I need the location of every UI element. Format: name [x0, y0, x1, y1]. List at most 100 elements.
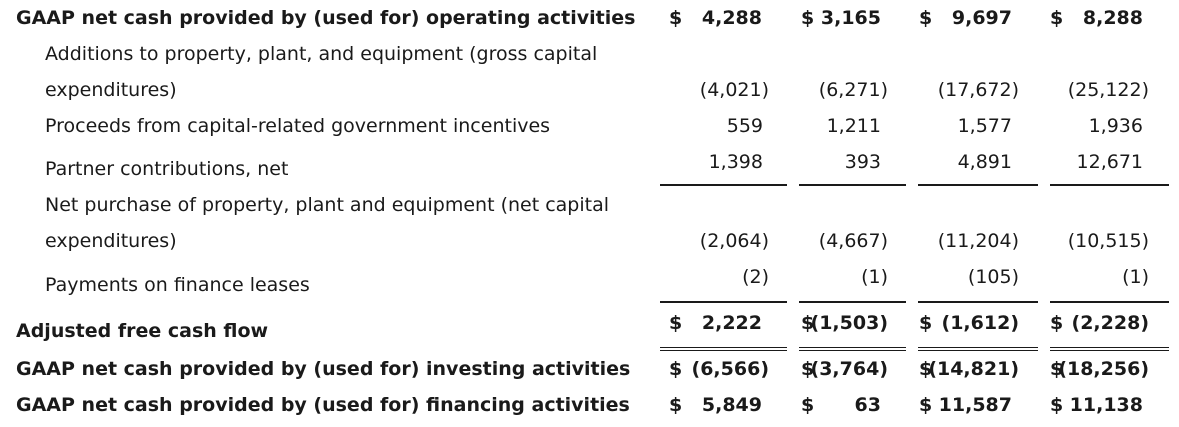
value-cell: $ (3,764)	[801, 357, 888, 381]
value-cell: 559	[660, 114, 763, 138]
subtotal-rule	[799, 301, 906, 303]
subtotal-rule	[660, 184, 787, 186]
currency-symbol: $	[919, 394, 933, 416]
row-label-adjusted-free-cash-flow: Adjusted free cash flow	[16, 320, 269, 342]
value-cell: $11,587	[919, 393, 1012, 417]
value-cell: (105)	[910, 265, 1019, 289]
value-number: 4,891	[957, 151, 1012, 173]
value-number: (6,271)	[818, 79, 888, 101]
value-number: (1,612)	[941, 312, 1019, 334]
row-label-gross-capex-line1: Additions to property, plant, and equipm…	[45, 43, 598, 65]
value-number: 2,222	[701, 312, 762, 334]
currency-symbol: $	[669, 358, 683, 380]
value-cell: $2,222	[669, 311, 762, 335]
value-cell: 12,671	[1040, 150, 1143, 174]
value-cell: (1)	[790, 265, 888, 289]
value-number: (4,667)	[818, 230, 888, 252]
value-number: 1,936	[1088, 115, 1143, 137]
subtotal-rule	[1050, 301, 1169, 303]
value-cell: 1,211	[790, 114, 881, 138]
value-cell: (10,515)	[1040, 229, 1149, 253]
value-cell: (2,064)	[660, 229, 769, 253]
currency-symbol: $	[669, 7, 683, 29]
value-cell: $3,165	[801, 6, 881, 30]
value-cell: (25,122)	[1040, 78, 1149, 102]
currency-symbol: $	[1050, 7, 1064, 29]
row-label-finance-leases: Payments on finance leases	[45, 274, 310, 296]
value-number: 8,288	[1082, 7, 1143, 29]
value-number: (2,064)	[699, 230, 769, 252]
value-cell: 1,936	[1040, 114, 1143, 138]
row-label-financing-activities: GAAP net cash provided by (used for) fin…	[16, 394, 630, 416]
value-cell: $8,288	[1050, 6, 1143, 30]
value-cell: $11,138	[1050, 393, 1143, 417]
currency-symbol: $	[669, 394, 683, 416]
value-number: 9,697	[951, 7, 1012, 29]
total-double-rule	[918, 347, 1038, 351]
currency-symbol: $	[801, 394, 815, 416]
value-number: 559	[726, 115, 763, 137]
value-cell: (4,021)	[660, 78, 769, 102]
value-number: (18,256)	[1058, 358, 1149, 380]
value-number: (2)	[742, 266, 769, 288]
row-label-net-capex-line2: expenditures)	[45, 230, 177, 252]
value-number: (10,515)	[1067, 230, 1149, 252]
value-number: (6,566)	[691, 358, 769, 380]
value-number: 1,398	[708, 151, 763, 173]
currency-symbol: $	[801, 358, 815, 380]
value-cell: (1)	[1040, 265, 1149, 289]
value-cell: 4,891	[910, 150, 1012, 174]
subtotal-rule	[1050, 184, 1169, 186]
value-cell: $ (1,503)	[801, 311, 888, 335]
value-number: (1,503)	[810, 312, 888, 334]
currency-symbol: $	[1050, 394, 1064, 416]
currency-symbol: $	[1050, 312, 1064, 334]
currency-symbol: $	[919, 7, 933, 29]
total-double-rule	[1050, 347, 1169, 351]
value-number: 3,165	[820, 7, 881, 29]
value-cell: $9,697	[919, 6, 1012, 30]
value-cell: (4,667)	[790, 229, 888, 253]
value-number: 5,849	[701, 394, 762, 416]
subtotal-rule	[918, 184, 1038, 186]
value-cell: $ (18,256)	[1050, 357, 1149, 381]
value-cell: (17,672)	[910, 78, 1019, 102]
value-cell: $ (1,612)	[919, 311, 1019, 335]
value-cell: 1,398	[660, 150, 763, 174]
value-cell: $ (2,228)	[1050, 311, 1149, 335]
row-label-investing-activities: GAAP net cash provided by (used for) inv…	[16, 358, 631, 380]
value-cell: (2)	[660, 265, 769, 289]
value-number: (1)	[1122, 266, 1149, 288]
currency-symbol: $	[669, 312, 683, 334]
value-number: (1)	[861, 266, 888, 288]
subtotal-rule	[660, 301, 787, 303]
row-label-government-incentives: Proceeds from capital-related government…	[45, 115, 551, 137]
value-cell: $4,288	[669, 6, 762, 30]
value-number: 12,671	[1076, 151, 1143, 173]
currency-symbol: $	[919, 358, 933, 380]
value-number: (17,672)	[937, 79, 1019, 101]
value-number: (25,122)	[1067, 79, 1149, 101]
value-number: (11,204)	[937, 230, 1019, 252]
currency-symbol: $	[801, 7, 815, 29]
value-number: (2,228)	[1071, 312, 1149, 334]
value-cell: 1,577	[910, 114, 1012, 138]
value-number: 63	[854, 394, 881, 416]
row-label-operating-activities: GAAP net cash provided by (used for) ope…	[16, 7, 636, 29]
value-number: 11,138	[1069, 394, 1143, 416]
value-number: 1,577	[957, 115, 1012, 137]
currency-symbol: $	[919, 312, 933, 334]
value-cell: (11,204)	[910, 229, 1019, 253]
value-number: (14,821)	[928, 358, 1019, 380]
value-cell: $63	[801, 393, 881, 417]
value-number: 393	[844, 151, 881, 173]
value-cell: $5,849	[669, 393, 762, 417]
currency-symbol: $	[1050, 358, 1064, 380]
subtotal-rule	[799, 184, 906, 186]
value-cell: 393	[790, 150, 881, 174]
value-number: (4,021)	[699, 79, 769, 101]
total-double-rule	[799, 347, 906, 351]
currency-symbol: $	[801, 312, 815, 334]
value-number: 1,211	[826, 115, 881, 137]
row-label-partner-contributions: Partner contributions, net	[45, 158, 289, 180]
